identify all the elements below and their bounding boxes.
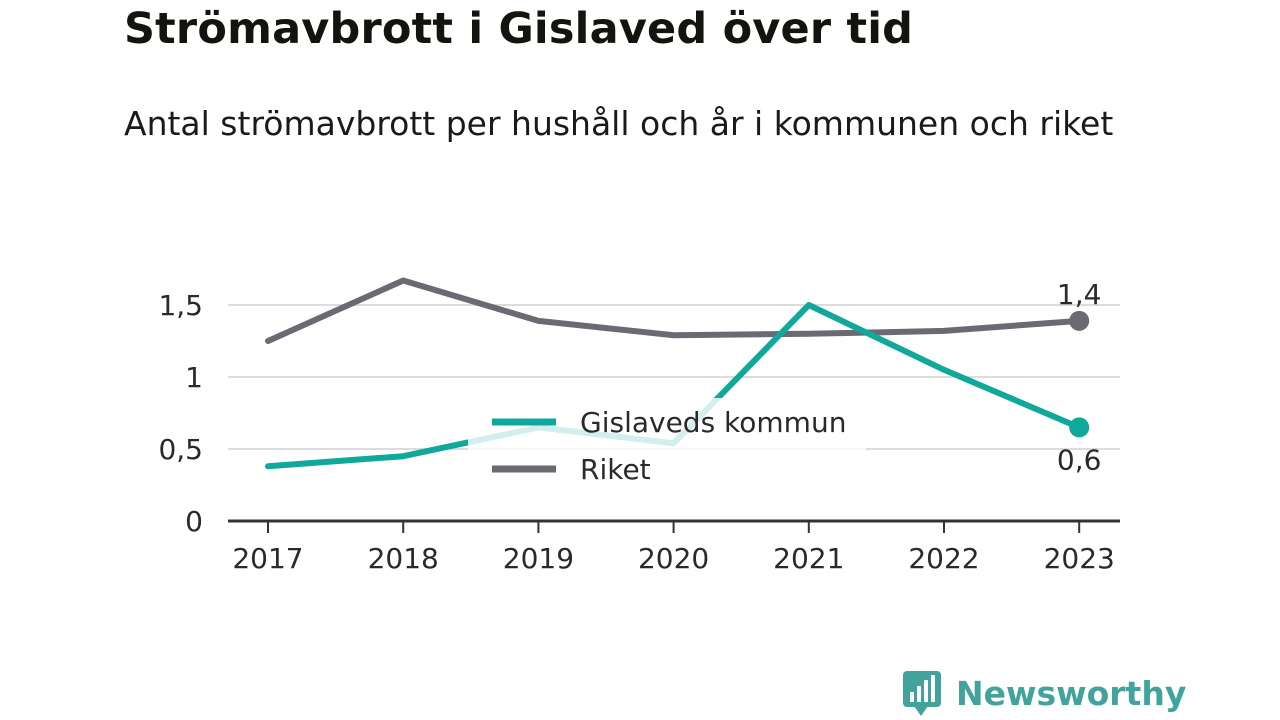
legend-label: Riket	[580, 453, 651, 486]
brand-name: Newsworthy	[956, 673, 1187, 713]
x-tick-label: 2017	[232, 542, 303, 575]
legend: Gislaveds kommun Riket	[468, 398, 866, 494]
end-label-riket: 1,4	[1057, 278, 1102, 311]
y-tick-label: 1,5	[158, 289, 203, 322]
y-tick-label: 0,5	[158, 433, 203, 466]
newsworthy-logo-icon	[903, 671, 941, 716]
series-endpoint-riket	[1069, 310, 1090, 331]
x-tick-label: 2020	[638, 542, 709, 575]
end-labels: 1,4 0,6	[1057, 278, 1102, 477]
series-endpoint-gislaved	[1069, 417, 1090, 438]
x-axis-ticks: 2017 2018 2019 2020 2021 2022 2023	[228, 519, 1120, 575]
y-axis-ticks: 0 0,5 1 1,5	[158, 289, 203, 538]
chart-title: Strömavbrott i Gislaved över tid	[124, 4, 914, 54]
chart-subtitle: Antal strömavbrott per hushåll och år i …	[124, 104, 1114, 143]
newsworthy-logo: Newsworthy	[902, 668, 1186, 718]
y-tick-label: 1	[185, 361, 203, 394]
x-tick-label: 2019	[503, 542, 574, 575]
x-tick-label: 2018	[368, 542, 439, 575]
x-tick-label: 2022	[908, 542, 979, 575]
series-line-riket	[265, 277, 1083, 344]
x-tick-label: 2021	[773, 542, 844, 575]
y-tick-label: 0	[185, 505, 203, 538]
end-label-gislaved: 0,6	[1057, 443, 1102, 476]
legend-background	[468, 398, 866, 494]
legend-label: Gislaveds kommun	[580, 406, 846, 439]
x-tick-label: 2023	[1044, 542, 1115, 575]
